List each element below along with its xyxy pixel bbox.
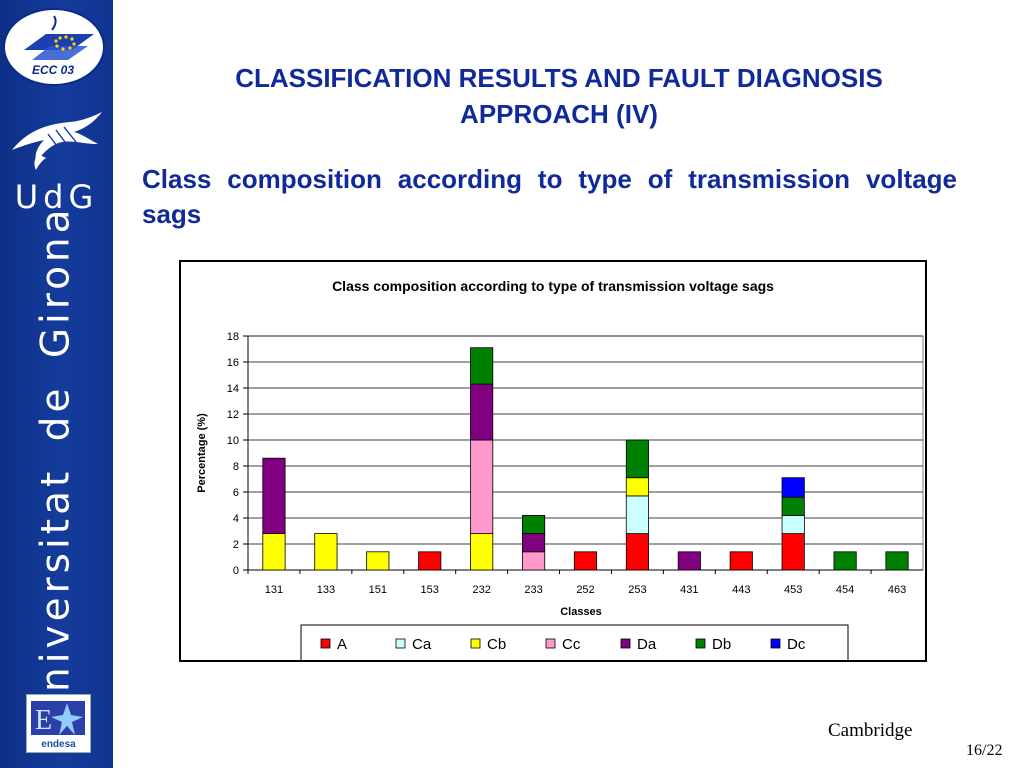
bar-segment-a bbox=[625, 533, 649, 571]
legend-swatch-db bbox=[695, 638, 706, 649]
bar-segment-a bbox=[418, 551, 442, 571]
plot-area bbox=[247, 335, 924, 571]
legend-label-db: Db bbox=[712, 636, 731, 653]
bar-segment-a bbox=[729, 551, 753, 571]
bar-segment-db bbox=[522, 514, 546, 534]
bar-segment-cc bbox=[522, 551, 546, 571]
university-name: Universitat de Girona bbox=[33, 205, 79, 725]
bar-segment-cb bbox=[366, 551, 390, 571]
x-tick-label: 252 bbox=[576, 584, 594, 596]
y-tick-label: 18 bbox=[227, 331, 239, 343]
slide-subtitle: Class composition according to type of t… bbox=[142, 164, 957, 229]
bar-segment-da bbox=[262, 457, 286, 534]
y-tick-label: 10 bbox=[227, 435, 239, 447]
legend-label-da: Da bbox=[637, 636, 657, 653]
y-tick-label: 4 bbox=[233, 513, 239, 525]
legend-label-a: A bbox=[337, 636, 347, 653]
y-tick-label: 0 bbox=[233, 565, 239, 577]
x-axis-label: Classes bbox=[560, 606, 602, 618]
y-axis-label: Percentage (%) bbox=[196, 413, 208, 493]
legend-swatch-cb bbox=[470, 638, 481, 649]
y-tick-label: 2 bbox=[233, 539, 239, 551]
ecc-logo-icon: ECC 03 bbox=[3, 8, 105, 86]
legend-label-dc: Dc bbox=[787, 636, 806, 653]
y-tick-label: 12 bbox=[227, 409, 239, 421]
legend-label-cb: Cb bbox=[487, 636, 506, 653]
x-tick-label: 454 bbox=[836, 584, 854, 596]
legend-label-cc: Cc bbox=[562, 636, 581, 653]
y-tick-label: 8 bbox=[233, 461, 239, 473]
university-banner: ECC 03 UdG Universitat de Girona E endes… bbox=[0, 0, 113, 768]
x-tick-label: 463 bbox=[888, 584, 906, 596]
endesa-logo: E endesa bbox=[26, 694, 91, 753]
bar-segment-a bbox=[781, 533, 805, 571]
legend-swatch-ca bbox=[395, 638, 406, 649]
bar-segment-ca bbox=[781, 514, 805, 534]
legend-box bbox=[300, 624, 849, 660]
endesa-star-icon: E bbox=[31, 701, 85, 736]
bar-segment-dc bbox=[781, 477, 805, 498]
slide-title-line-2: APPROACH (IV) bbox=[460, 99, 658, 129]
page-number: 16/22 bbox=[966, 742, 1003, 759]
footer-location: Cambridge bbox=[828, 720, 913, 741]
chart-title: Class composition according to type of t… bbox=[332, 278, 774, 294]
legend-swatch-cc bbox=[545, 638, 556, 649]
bar-segment-da bbox=[677, 551, 701, 571]
slide-title: CLASSIFICATION RESULTS AND FAULT DIAGNOS… bbox=[122, 60, 996, 132]
x-tick-label: 453 bbox=[784, 584, 802, 596]
x-tick-label: 431 bbox=[680, 584, 698, 596]
bar-segment-db bbox=[625, 439, 649, 479]
bar-segment-da bbox=[470, 383, 494, 441]
stacked-bar-chart: Class composition according to type of t… bbox=[196, 278, 924, 660]
y-tick-label: 14 bbox=[227, 383, 239, 395]
bar-segment-cb bbox=[262, 533, 286, 571]
bar-segment-a bbox=[573, 551, 598, 571]
bar-segment-cb bbox=[314, 533, 338, 571]
udg-wordmark: UdG bbox=[14, 178, 99, 216]
x-tick-label: 232 bbox=[472, 584, 490, 596]
legend-swatch-da bbox=[620, 638, 631, 649]
bar-segment-db bbox=[781, 496, 805, 516]
x-tick-label: 153 bbox=[421, 584, 439, 596]
x-tick-label: 253 bbox=[628, 584, 646, 596]
bar-segment-cb bbox=[470, 533, 494, 571]
legend-swatch-a bbox=[320, 638, 331, 649]
udg-bird-logo-icon bbox=[12, 112, 102, 170]
legend-label-ca: Ca bbox=[412, 636, 432, 653]
y-tick-label: 16 bbox=[227, 357, 239, 369]
legend-swatch-dc bbox=[770, 638, 781, 649]
y-tick-label: 6 bbox=[233, 487, 239, 499]
slide-title-line-1: CLASSIFICATION RESULTS AND FAULT DIAGNOS… bbox=[235, 63, 883, 93]
ecc-label: ECC 03 bbox=[32, 63, 74, 77]
bar-segment-da bbox=[522, 533, 546, 553]
chart-frame: Class composition according to type of t… bbox=[179, 260, 927, 662]
bar-segment-db bbox=[833, 551, 857, 571]
x-tick-label: 233 bbox=[524, 584, 542, 596]
x-tick-label: 151 bbox=[369, 584, 387, 596]
bar-segment-ca bbox=[625, 495, 649, 534]
bar-segment-db bbox=[885, 551, 909, 571]
x-tick-label: 131 bbox=[265, 584, 283, 596]
endesa-label: endesa bbox=[41, 739, 76, 750]
svg-text:E: E bbox=[35, 705, 52, 736]
x-tick-label: 443 bbox=[732, 584, 750, 596]
university-name-wrapper: Universitat de Girona bbox=[0, 205, 113, 724]
bar-segment-cb bbox=[625, 477, 649, 497]
x-tick-label: 133 bbox=[317, 584, 335, 596]
bar-segment-cc bbox=[470, 439, 494, 534]
bar-segment-db bbox=[470, 347, 494, 385]
